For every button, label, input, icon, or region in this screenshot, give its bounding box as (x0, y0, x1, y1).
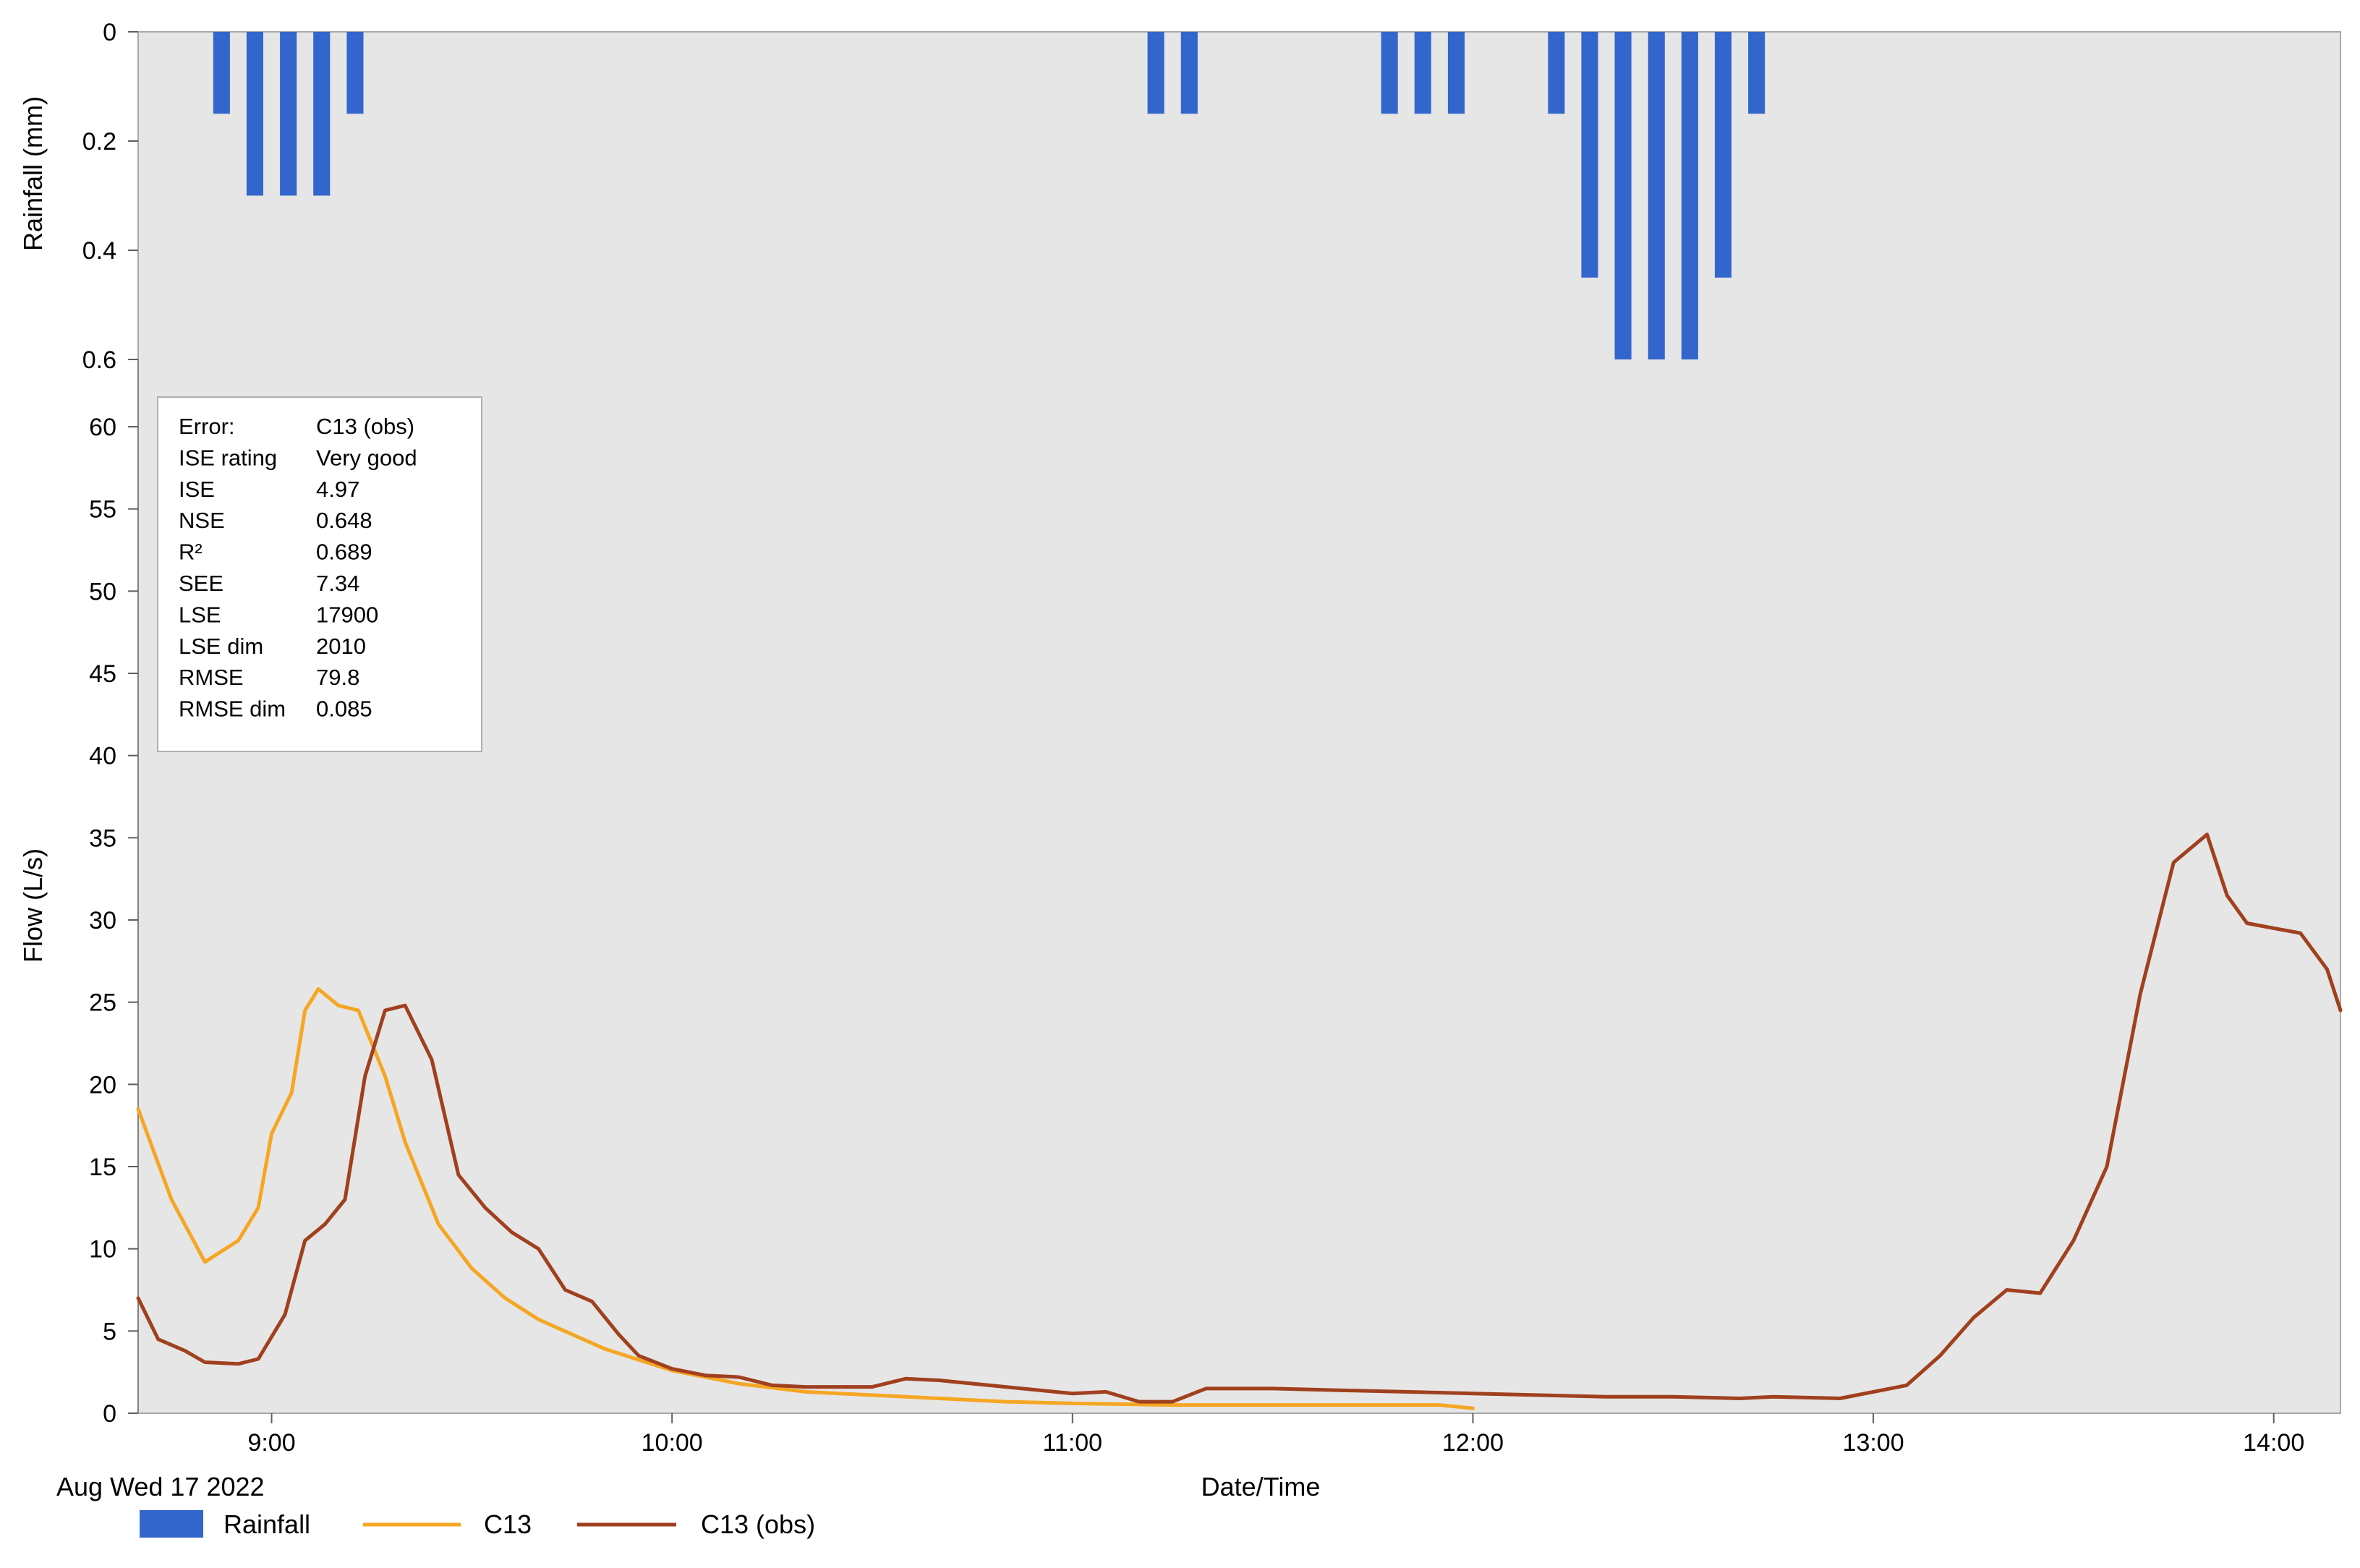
rainfall-axis-title: Rainfall (mm) (18, 96, 48, 251)
stats-label: LSE (179, 602, 221, 627)
rainfall-tick-label: 0.2 (82, 128, 116, 155)
stats-value: 0.648 (316, 508, 372, 533)
flow-tick-label: 5 (103, 1318, 116, 1345)
stats-label: R² (179, 540, 203, 565)
flow-tick-label: 40 (89, 743, 116, 770)
flow-axis-title: Flow (L/s) (18, 848, 48, 963)
stats-value: 7.34 (316, 571, 359, 596)
rainfall-bar (1681, 32, 1698, 359)
date-label: Aug Wed 17 2022 (56, 1472, 265, 1501)
rainfall-bar (1614, 32, 1632, 359)
legend-c13-obs-label: C13 (obs) (701, 1509, 815, 1539)
x-axis-title: Date/Time (1201, 1472, 1321, 1501)
flow-tick-label: 30 (89, 907, 116, 934)
flow-tick-label: 15 (89, 1154, 116, 1181)
flow-y-axis: 0 5 10 15 20 25 30 35 40 45 50 55 60 (89, 414, 138, 1428)
rainfall-bar (1581, 32, 1598, 278)
legend: Rainfall C13 C13 (obs) (140, 1509, 815, 1539)
flow-tick-label: 60 (89, 414, 116, 441)
stats-value: 79.8 (316, 665, 359, 690)
stats-label: LSE dim (179, 634, 263, 659)
stats-value: 17900 (316, 602, 378, 627)
series-line-c13-obs (136, 832, 2343, 1404)
legend-rainfall-swatch (140, 1510, 203, 1538)
rainfall-tick-label: 0 (103, 19, 116, 46)
flow-tick-label: 10 (89, 1236, 116, 1264)
stats-label: NSE (179, 508, 225, 533)
rainfall-bar (1714, 32, 1731, 278)
rainfall-bar (1381, 32, 1398, 114)
rainfall-bars (213, 32, 1765, 359)
rainfall-bar (1414, 32, 1431, 114)
stats-label: RMSE (179, 665, 244, 690)
rainfall-bar (246, 32, 263, 196)
stats-label: SEE (179, 571, 223, 596)
rainfall-bar (1180, 32, 1198, 114)
x-tick-label: 13:00 (1843, 1429, 1904, 1457)
stats-label: ISE rating (179, 445, 277, 470)
stats-value: 2010 (316, 634, 366, 659)
rainfall-bar (1648, 32, 1665, 359)
flow-tick-label: 35 (89, 825, 116, 852)
rainfall-bar (1748, 32, 1765, 114)
stats-value: C13 (obs) (316, 414, 414, 439)
stats-label: Error: (179, 414, 235, 439)
stats-value: 0.689 (316, 540, 372, 565)
stats-label: ISE (179, 477, 215, 502)
flow-tick-label: 45 (89, 660, 116, 688)
flow-tick-label: 25 (89, 989, 116, 1017)
rainfall-bar (346, 32, 364, 114)
x-tick-label: 11:00 (1043, 1429, 1103, 1457)
flow-tick-label: 55 (89, 496, 116, 524)
rainfall-tick-label: 0.6 (82, 346, 116, 374)
legend-rainfall-label: Rainfall (223, 1509, 310, 1539)
rainfall-bar (213, 32, 230, 114)
rainfall-y-axis: 0 0.2 0.4 0.6 (82, 19, 138, 374)
flow-tick-label: 0 (103, 1400, 116, 1428)
series-line-c13 (136, 987, 1475, 1410)
rainfall-bar (1447, 32, 1465, 114)
series-lines (136, 832, 2343, 1410)
flow-tick-label: 50 (89, 578, 116, 605)
x-tick-label: 14:00 (2243, 1429, 2304, 1457)
legend-c13-label: C13 (484, 1509, 532, 1539)
rainfall-tick-label: 0.4 (82, 237, 116, 265)
stats-label: RMSE dim (179, 696, 286, 722)
flow-tick-label: 20 (89, 1071, 116, 1099)
stats-value: 4.97 (316, 477, 359, 502)
x-tick-label: 9:00 (247, 1429, 295, 1457)
rainfall-bar (280, 32, 297, 196)
x-tick-label: 10:00 (642, 1429, 703, 1457)
stats-box: Error: C13 (obs) ISE rating Very good ISE 4.9… (157, 396, 482, 752)
rainfall-bar (313, 32, 331, 196)
stats-value: Very good (316, 445, 417, 470)
x-tick-label: 12:00 (1442, 1429, 1504, 1457)
stats-value: 0.085 (316, 696, 372, 722)
rainfall-bar (1548, 32, 1565, 114)
rainfall-bar (1147, 32, 1164, 114)
x-axis: 9:00 10:00 11:00 12:00 13:00 14:00 (247, 1413, 2304, 1457)
plot-area (137, 31, 2341, 1414)
